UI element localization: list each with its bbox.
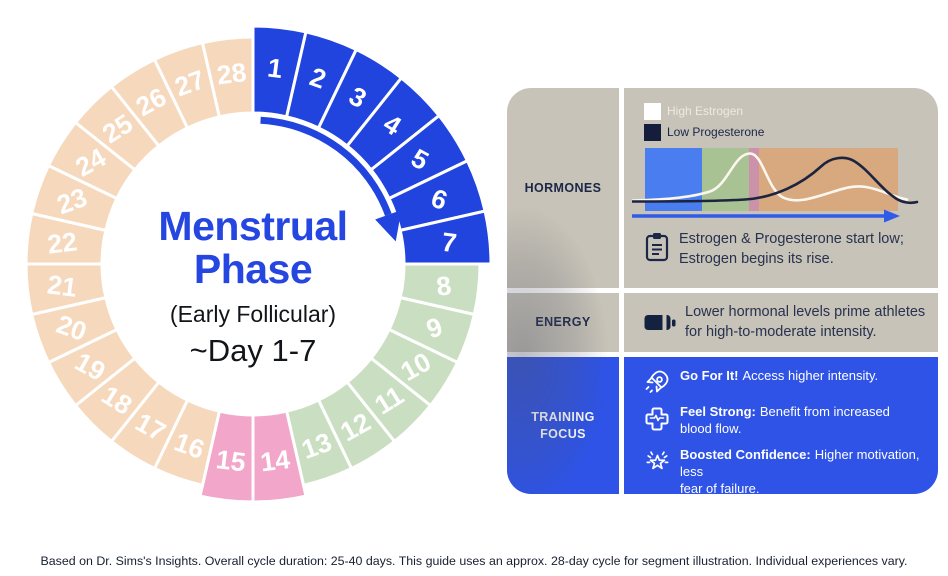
- phase-region-ovulation: [749, 148, 759, 211]
- legend-item-low-progesterone: Low Progesterone: [644, 123, 764, 141]
- training-content-cell: Go For It! Access higher intensity. Feel …: [624, 357, 938, 494]
- legend-label: High Estrogen: [667, 104, 744, 118]
- cycle-wheel: 1 234567891011121314151617181920212223242…: [24, 24, 493, 504]
- training-item-text: Boosted Confidence: Higher motivation, le…: [680, 447, 932, 494]
- training-item-highlight: Boosted Confidence:: [680, 446, 811, 462]
- phase-day-range: ~Day 1-7: [189, 333, 317, 369]
- training-item: Boosted Confidence: Higher motivation, le…: [644, 447, 932, 494]
- hormones-description: Estrogen & Progesterone start low; Estro…: [679, 231, 904, 267]
- training-item: Feel Strong: Benefit from increased blood…: [644, 404, 932, 438]
- energy-description-block: Lower hormonal levels prime athletes for…: [644, 293, 925, 352]
- training-item-text: Go For It! Access higher intensity.: [680, 368, 932, 385]
- progesterone-curve: [632, 156, 919, 205]
- legend-item-high-estrogen: High Estrogen: [644, 102, 764, 120]
- hormones-content-cell: High Estrogen Low Progesterone Estrogen …: [624, 88, 938, 288]
- clipboard-icon: [645, 233, 669, 262]
- rocket-icon: [645, 370, 669, 393]
- battery-icon: [644, 314, 676, 330]
- day-number: 7: [440, 227, 458, 259]
- day-number: 21: [46, 269, 79, 302]
- hormones-label-cell: HORMONES: [507, 88, 619, 288]
- hormone-curve-chart: [632, 148, 919, 223]
- legend-label: Low Progesterone: [667, 125, 765, 139]
- burst-star-icon: [646, 451, 669, 470]
- medical-cross-icon: [645, 407, 669, 431]
- day-number: 15: [214, 444, 247, 477]
- phase-region-luteal: [759, 148, 898, 211]
- day-segment: [200, 35, 255, 119]
- training-item-rest: Access higher intensity.: [742, 368, 879, 383]
- phase-title: Menstrual Phase: [63, 203, 443, 293]
- phase-arrow-arc: [260, 116, 392, 216]
- day-number: 8: [435, 270, 453, 302]
- training-item-rest: Higher motivation, less fear of failure.: [680, 446, 920, 494]
- hormone-legend: High Estrogen Low Progesterone: [644, 102, 764, 144]
- training-label: TRAINING FOCUS: [531, 409, 595, 441]
- time-axis-arrow-head: [884, 209, 900, 223]
- info-panel: HORMONES High Estrogen Low Progesterone: [507, 88, 938, 494]
- day-number: 14: [259, 444, 292, 477]
- training-item-text: Feel Strong: Benefit from increased blood…: [680, 404, 932, 438]
- training-item-rest: Benefit from increased blood flow.: [680, 404, 890, 436]
- day-number: 28: [215, 57, 248, 90]
- training-label-cell: TRAINING FOCUS: [507, 357, 619, 494]
- training-item-highlight: Feel Strong:: [680, 404, 756, 419]
- hormones-description-block: Estrogen & Progesterone start low; Estro…: [644, 230, 904, 269]
- training-item-highlight: Go For It!: [680, 368, 739, 383]
- phase-title-line1: Menstrual: [158, 203, 348, 249]
- energy-label-cell: ENERGY: [507, 293, 619, 352]
- energy-label: ENERGY: [535, 315, 591, 330]
- high-estrogen-swatch: [644, 102, 661, 120]
- phase-title-line2: Phase: [193, 246, 313, 293]
- energy-description: Lower hormonal levels prime athletes for…: [685, 303, 926, 340]
- day-number: 22: [46, 226, 79, 259]
- training-item: Go For It! Access higher intensity.: [644, 368, 932, 395]
- center-text-block: Menstrual Phase (Early Follicular) ~Day …: [63, 203, 443, 369]
- training-items: Go For It! Access higher intensity. Feel …: [644, 368, 932, 494]
- hormones-label: HORMONES: [524, 180, 602, 195]
- low-progesterone-swatch: [644, 123, 661, 141]
- phase-arrow-head: [375, 209, 402, 242]
- estrogen-curve: [632, 152, 909, 202]
- footer-caption: Based on Dr. Sims's Insights. Overall cy…: [40, 554, 908, 568]
- phase-subtitle: (Early Follicular): [169, 301, 337, 328]
- day-number: 1: [266, 52, 284, 84]
- energy-content-cell: Lower hormonal levels prime athletes for…: [624, 293, 938, 352]
